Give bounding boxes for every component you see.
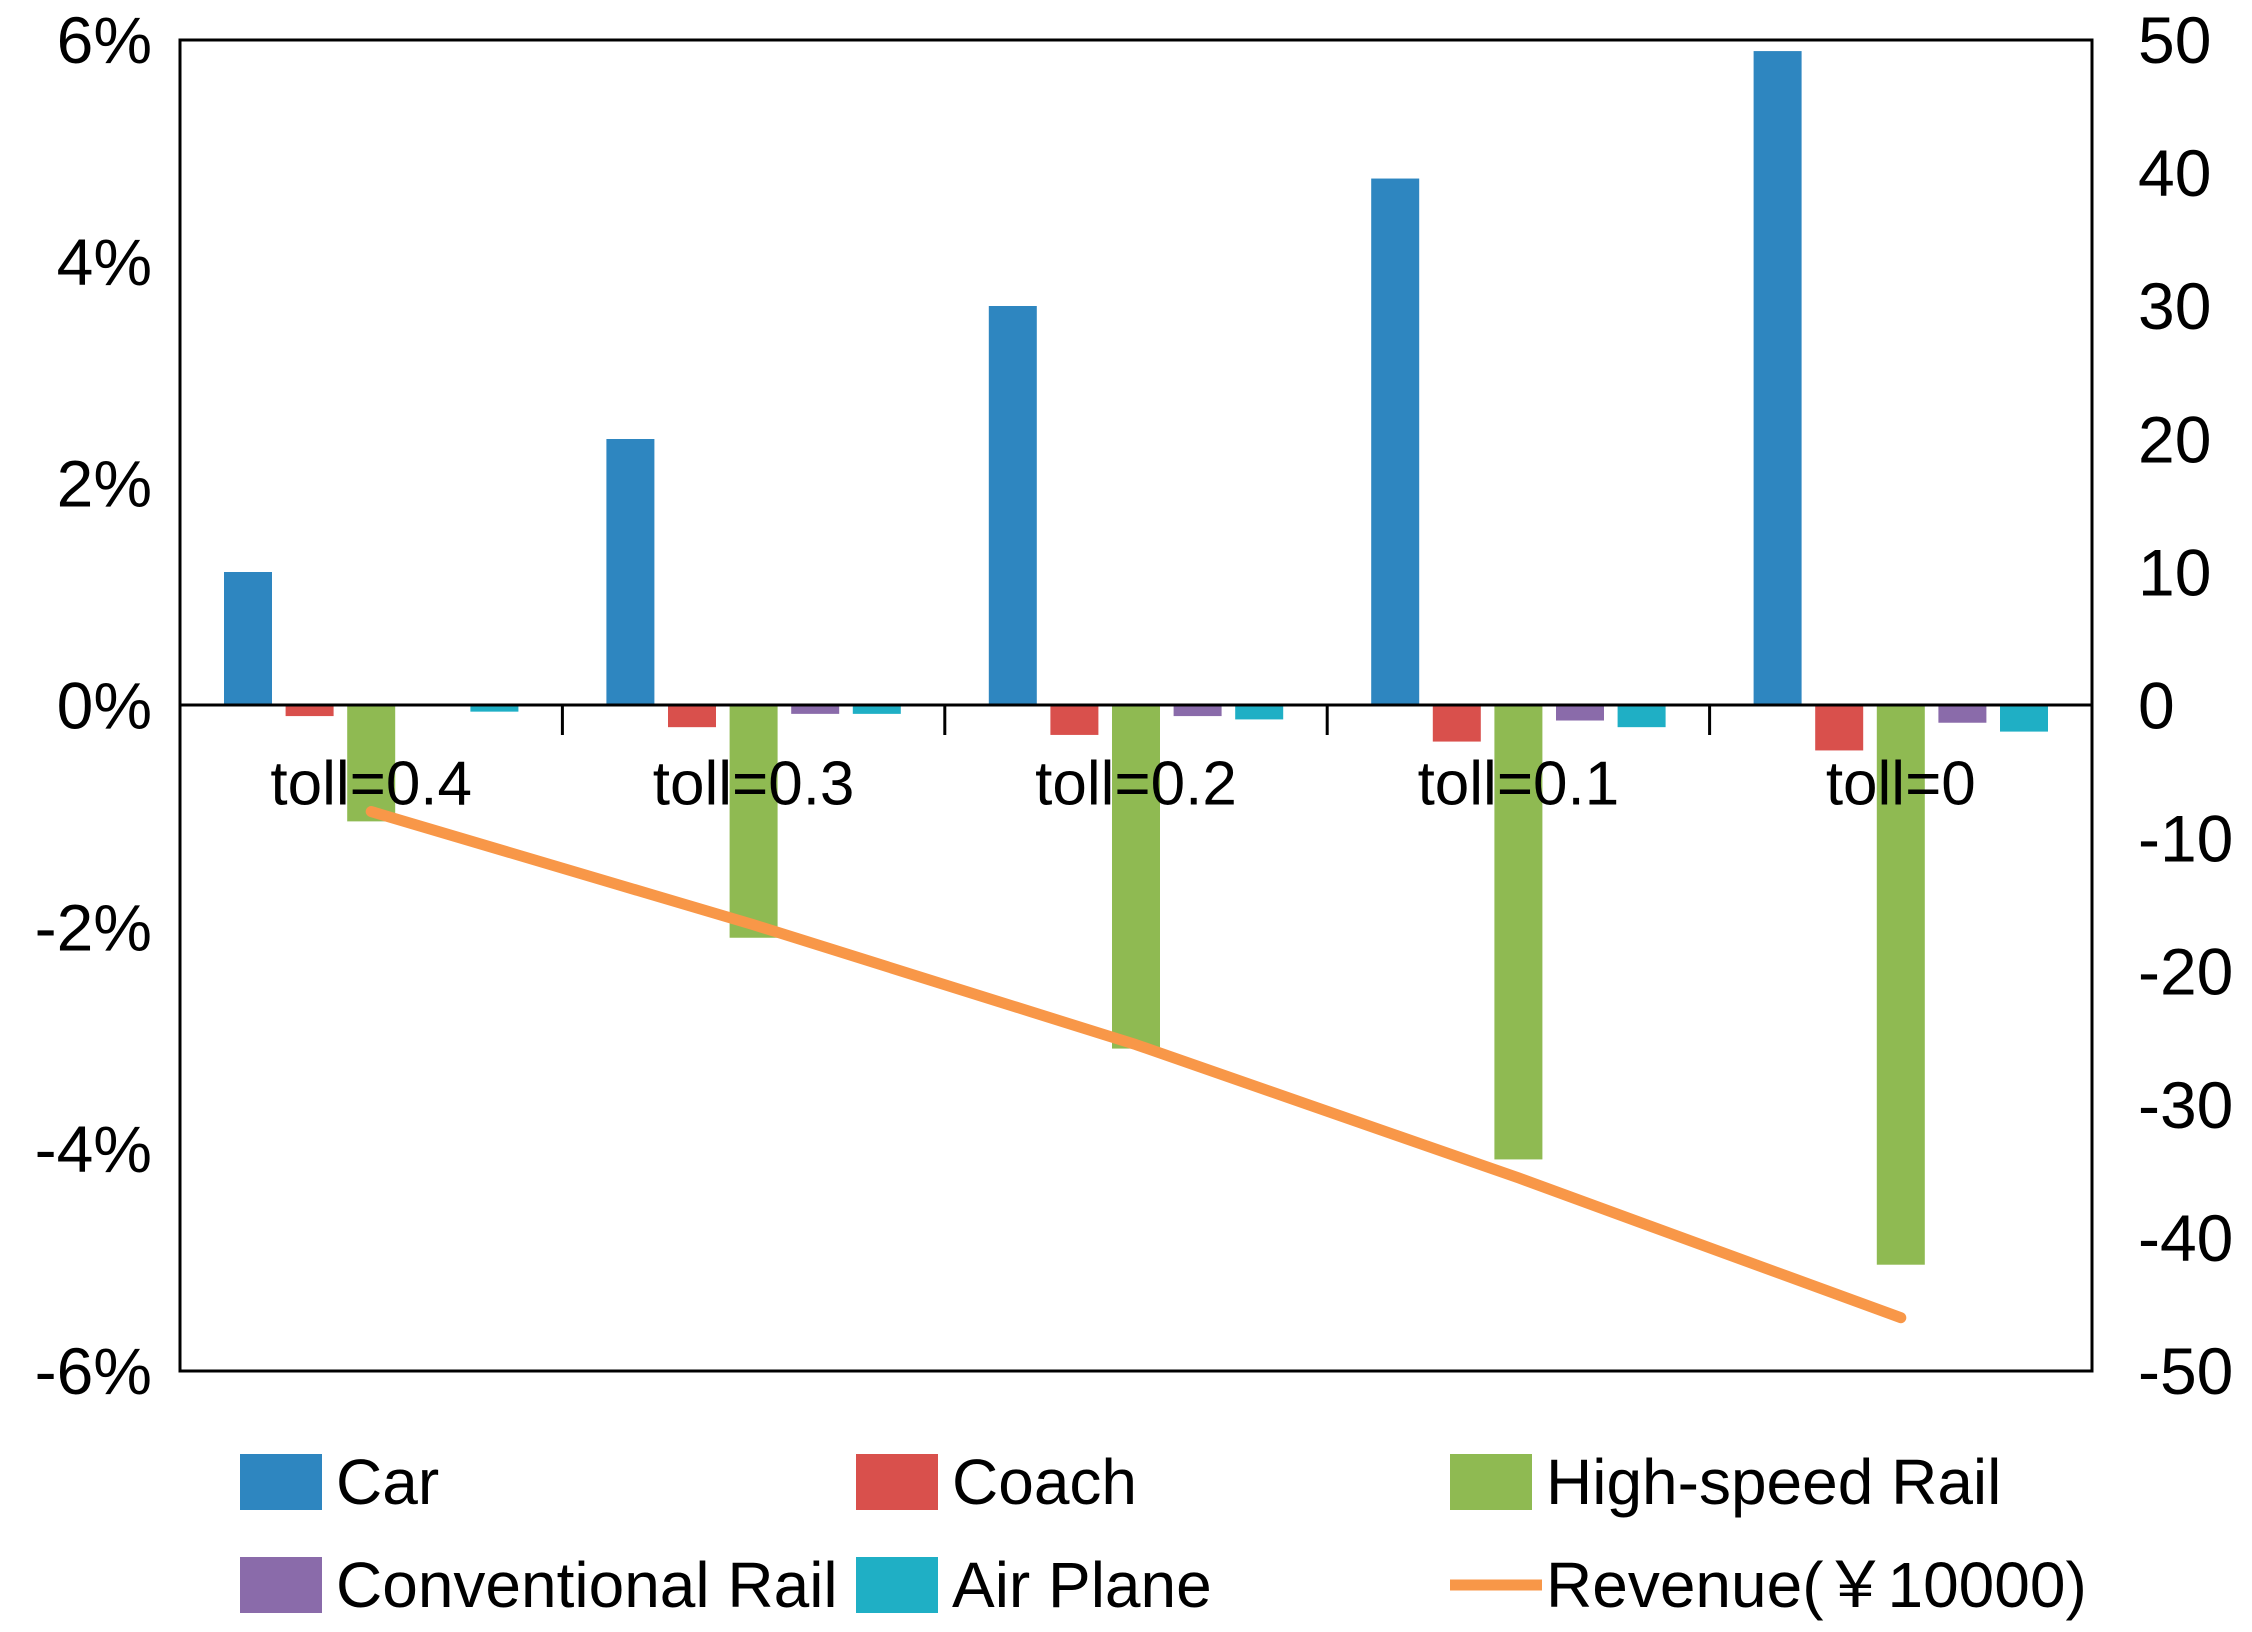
- legend-label: Car: [336, 1446, 439, 1518]
- right-axis-label: 0: [2138, 669, 2175, 743]
- legend-key-swatch-icon: [240, 1454, 322, 1510]
- bar-coach-toll-0: [1815, 705, 1864, 751]
- bar-coach-toll-0-4: [285, 705, 334, 717]
- series-car: [224, 51, 1802, 706]
- bar-high-speed-rail-toll-0-2: [1112, 705, 1160, 1049]
- series-air-plane: [470, 705, 2048, 732]
- category-label-toll-0: toll=0: [1826, 750, 1976, 819]
- bar-coach-toll-0-3: [668, 705, 716, 728]
- line-revenue-10000: [365, 806, 1907, 1324]
- right-axis-label: -10: [2138, 802, 2233, 876]
- bar-coach-toll-0-1: [1432, 705, 1481, 742]
- category-label-toll-0-1: toll=0.1: [1418, 750, 1620, 819]
- legend-key-swatch-icon: [1450, 1454, 1532, 1510]
- right-axis-label: 20: [2138, 402, 2211, 476]
- legend-item-car: Car: [240, 1446, 439, 1518]
- right-axis-label: 10: [2138, 535, 2211, 609]
- bar-car-toll-0: [1753, 51, 1802, 706]
- bar-high-speed-rail-toll-0-1: [1494, 705, 1543, 1160]
- bar-car-toll-0-4: [224, 572, 272, 705]
- bar-air-plane-toll-0-3: [852, 705, 901, 714]
- category-label-toll-0-2: toll=0.2: [1035, 750, 1237, 819]
- bar-car-toll-0-3: [606, 439, 655, 705]
- right-axis-label: -50: [2138, 1334, 2233, 1408]
- right-axis-label: -20: [2138, 935, 2233, 1009]
- left-axis-label: -2%: [35, 890, 152, 964]
- series-coach: [285, 705, 1864, 751]
- series-high-speed-rail: [347, 705, 1925, 1265]
- legend-key-swatch-icon: [856, 1454, 938, 1510]
- legend-item-coach: Coach: [856, 1446, 1137, 1518]
- left-axis-label: 0%: [57, 669, 152, 743]
- legend-item-conventional-rail: Conventional Rail: [240, 1549, 838, 1621]
- series-conventional-rail: [408, 705, 1987, 723]
- bar-air-plane-toll-0-1: [1617, 705, 1666, 728]
- bar-high-speed-rail-toll-0: [1876, 705, 1925, 1265]
- legend-label: Revenue(￥10000): [1546, 1549, 2087, 1621]
- right-axis-label: 40: [2138, 136, 2211, 210]
- category-label-toll-0-4: toll=0.4: [270, 750, 472, 819]
- right-axis-label: -30: [2138, 1068, 2233, 1142]
- bar-conventional-rail-toll-0-1: [1556, 705, 1604, 721]
- bar-conventional-rail-toll-0-3: [791, 705, 840, 714]
- left-axis-label: -6%: [35, 1334, 152, 1408]
- left-axis-label: 6%: [57, 3, 152, 77]
- left-axis-label: 2%: [57, 447, 152, 521]
- bar-high-speed-rail-toll-0-4: [347, 705, 396, 822]
- legend-label: Coach: [952, 1446, 1137, 1518]
- bar-conventional-rail-toll-0: [1938, 705, 1987, 723]
- bar-air-plane-toll-0-2: [1235, 705, 1284, 720]
- right-axis-label: 30: [2138, 269, 2211, 343]
- legend-label: High-speed Rail: [1546, 1446, 2001, 1518]
- bar-car-toll-0-2: [988, 306, 1037, 705]
- category-label-toll-0-3: toll=0.3: [653, 750, 855, 819]
- legend-key-swatch-icon: [856, 1557, 938, 1613]
- legend-label: Air Plane: [952, 1549, 1212, 1621]
- bar-conventional-rail-toll-0-2: [1173, 705, 1222, 717]
- bar-car-toll-0-1: [1371, 178, 1420, 705]
- bar-high-speed-rail-toll-0-3: [729, 705, 778, 938]
- legend-key-swatch-icon: [240, 1557, 322, 1613]
- left-axis-label: -4%: [35, 1112, 152, 1186]
- right-axis-label: -40: [2138, 1201, 2233, 1275]
- left-axis-label: 4%: [57, 225, 152, 299]
- right-axis-label: 50: [2138, 3, 2211, 77]
- legend-item-high-speed-rail: High-speed Rail: [1450, 1446, 2001, 1518]
- plot-border: [178, 38, 2094, 1373]
- legend-item-air-plane: Air Plane: [856, 1549, 1212, 1621]
- legend-item-revenue-10000: Revenue(￥10000): [1450, 1549, 2087, 1621]
- legend-label: Conventional Rail: [336, 1549, 838, 1621]
- bar-air-plane-toll-0: [2000, 705, 2048, 732]
- bar-coach-toll-0-2: [1050, 705, 1099, 735]
- bar-air-plane-toll-0-4: [470, 705, 519, 712]
